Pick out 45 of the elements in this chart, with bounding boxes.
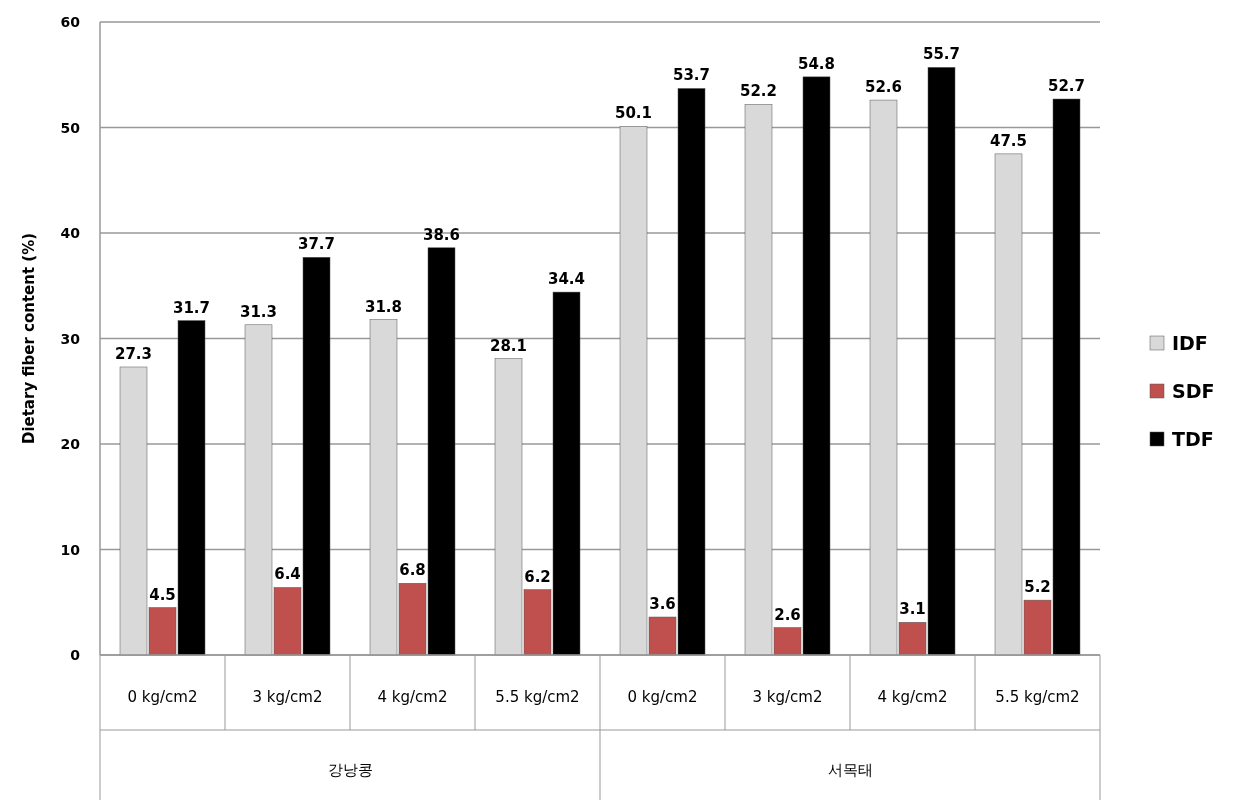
data-label: 27.3 — [114, 344, 153, 363]
x-tick-label: 4 kg/cm2 — [377, 688, 448, 706]
data-label: 50.1 — [614, 104, 653, 123]
y-tick-label: 40 — [60, 225, 81, 241]
data-label: 6.8 — [399, 561, 426, 580]
y-tick-label: 50 — [60, 119, 81, 136]
data-label: 4.5 — [149, 585, 176, 604]
data-label: 55.7 — [922, 45, 961, 64]
data-label: 28.1 — [489, 336, 528, 355]
data-label: 6.4 — [274, 565, 301, 584]
data-label: 3.6 — [649, 595, 676, 614]
y-tick-label: 10 — [60, 541, 81, 558]
data-label: 52.6 — [864, 78, 903, 97]
x-tick-label: 5.5 kg/cm2 — [495, 688, 580, 706]
legend-label: IDF — [1172, 332, 1208, 354]
data-label: 53.7 — [672, 66, 711, 85]
x-tick-label: 5.5 kg/cm2 — [995, 688, 1080, 706]
data-label: 38.6 — [422, 225, 461, 244]
x-tick-label: 0 kg/cm2 — [627, 688, 698, 706]
legend-label: SDF — [1172, 380, 1215, 402]
text: 강낭콩 — [327, 761, 373, 779]
data-label: 3.1 — [899, 600, 926, 619]
y-tick-label: 20 — [60, 436, 81, 452]
legend-label: TDF — [1172, 428, 1214, 450]
data-label: 5.2 — [1024, 578, 1051, 597]
data-label: 47.5 — [989, 131, 1028, 150]
data-label: 31.3 — [239, 302, 278, 321]
data-label: 52.7 — [1047, 77, 1086, 96]
x-tick-label: 4 kg/cm2 — [877, 688, 948, 706]
data-label: 31.8 — [364, 297, 403, 316]
x-tick-label: 0 kg/cm2 — [127, 688, 198, 706]
data-label: 37.7 — [297, 235, 336, 254]
y-axis-title: Dietary fiber content (%) — [20, 232, 38, 445]
data-label: 34.4 — [547, 270, 586, 289]
y-tick-label: 30 — [60, 330, 81, 347]
data-label: 6.2 — [524, 567, 551, 586]
data-label: 31.7 — [172, 298, 211, 317]
y-tick-label: 60 — [60, 14, 81, 30]
text: 서목태 — [827, 761, 873, 779]
x-tick-label: 3 kg/cm2 — [752, 688, 823, 706]
data-label: 2.6 — [774, 605, 801, 624]
x-tick-label: 3 kg/cm2 — [252, 688, 323, 706]
y-tick-label: 0 — [70, 647, 81, 663]
data-label: 52.2 — [739, 82, 778, 101]
data-label: 54.8 — [797, 54, 836, 73]
